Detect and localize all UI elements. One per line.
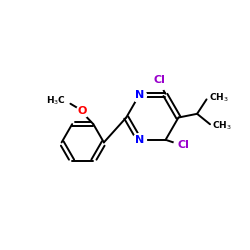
Text: CH$_3$: CH$_3$ [208,92,228,104]
Text: Cl: Cl [153,74,165,85]
Text: N: N [135,135,144,145]
Text: H$_3$C: H$_3$C [46,94,66,107]
Text: CH$_3$: CH$_3$ [212,120,232,132]
Text: O: O [78,106,87,116]
Text: Cl: Cl [177,140,189,150]
Text: N: N [135,90,144,100]
